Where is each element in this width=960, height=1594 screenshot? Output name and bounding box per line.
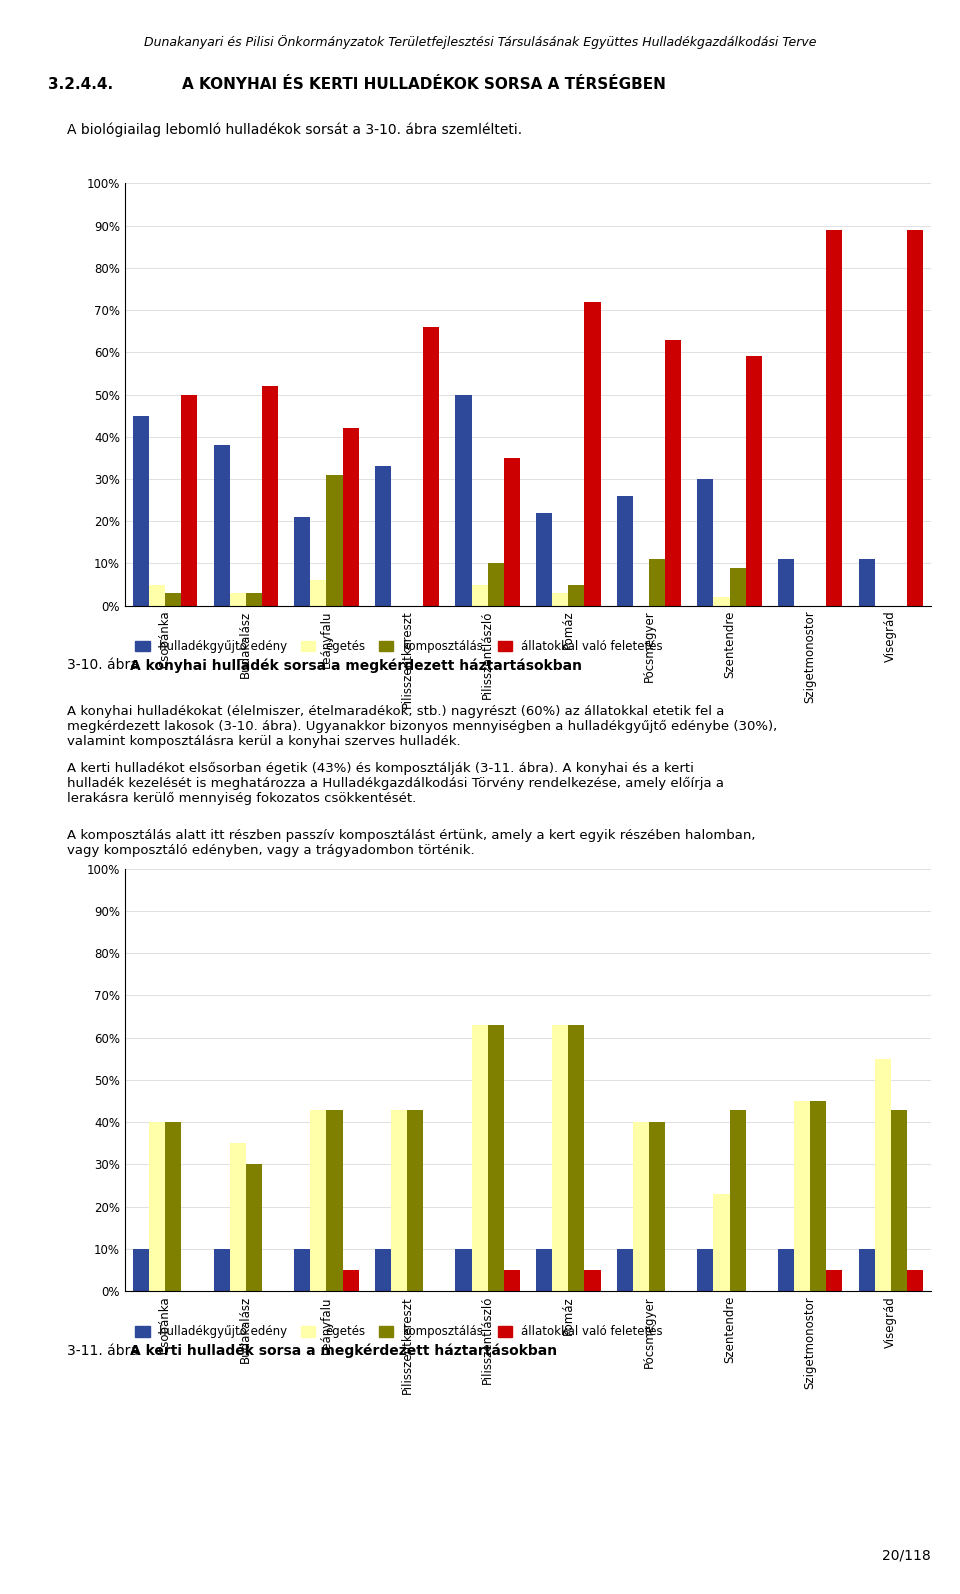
Legend: hulladékgyűjtő edény, égetés, komposztálás, állatokkal való feletetés: hulladékgyűjtő edény, égetés, komposztál… bbox=[131, 1320, 668, 1344]
Bar bbox=[536, 513, 552, 606]
Bar bbox=[181, 394, 198, 606]
Bar bbox=[730, 1109, 746, 1291]
Bar bbox=[891, 1109, 907, 1291]
Bar bbox=[213, 1250, 229, 1291]
Bar bbox=[713, 598, 730, 606]
Text: A kerti hulladék sorsa a megkérdezett háztartásokban: A kerti hulladék sorsa a megkérdezett há… bbox=[130, 1344, 557, 1358]
Bar bbox=[229, 1143, 246, 1291]
Bar bbox=[697, 480, 713, 606]
Text: A konyhai hulladék sorsa a megkérdezett háztartásokban: A konyhai hulladék sorsa a megkérdezett … bbox=[130, 658, 582, 673]
Bar bbox=[552, 1025, 568, 1291]
Bar bbox=[616, 496, 633, 606]
Bar bbox=[585, 1270, 601, 1291]
Bar bbox=[858, 1250, 875, 1291]
Bar bbox=[536, 1250, 552, 1291]
Bar bbox=[310, 580, 326, 606]
Bar bbox=[907, 230, 924, 606]
Bar bbox=[504, 457, 520, 606]
Bar bbox=[713, 1194, 730, 1291]
Bar bbox=[165, 593, 181, 606]
Bar bbox=[294, 516, 310, 606]
Text: 20/118: 20/118 bbox=[882, 1548, 931, 1562]
Bar bbox=[149, 585, 165, 606]
Text: A kerti hulladékot elsősorban égetik (43%) és komposztálják (3-11. ábra). A kony: A kerti hulladékot elsősorban égetik (43… bbox=[67, 762, 724, 805]
Bar bbox=[504, 1270, 520, 1291]
Bar bbox=[165, 1122, 181, 1291]
Text: 3.2.4.4.: 3.2.4.4. bbox=[48, 77, 113, 91]
Text: A komposztálás alatt itt részben passzív komposztálást értünk, amely a kert egyi: A komposztálás alatt itt részben passzív… bbox=[67, 829, 756, 858]
Bar bbox=[149, 1122, 165, 1291]
Bar bbox=[827, 230, 843, 606]
Bar bbox=[778, 559, 794, 606]
Bar bbox=[649, 1122, 665, 1291]
Bar bbox=[132, 416, 149, 606]
Bar bbox=[827, 1270, 843, 1291]
Bar bbox=[326, 1109, 343, 1291]
Bar bbox=[343, 429, 359, 606]
Bar bbox=[907, 1270, 924, 1291]
Bar bbox=[471, 585, 488, 606]
Bar bbox=[374, 1250, 391, 1291]
Bar bbox=[343, 1270, 359, 1291]
Bar bbox=[633, 1122, 649, 1291]
Text: Dunakanyari és Pilisi Önkormányzatok Területfejlesztési Társulásának Együttes Hu: Dunakanyari és Pilisi Önkormányzatok Ter… bbox=[144, 35, 816, 49]
Bar bbox=[294, 1250, 310, 1291]
Bar bbox=[616, 1250, 633, 1291]
Bar bbox=[875, 1058, 891, 1291]
Bar bbox=[794, 1101, 810, 1291]
Text: A biológiailag lebomló hulladékok sorsát a 3-10. ábra szemlélteti.: A biológiailag lebomló hulladékok sorsát… bbox=[67, 123, 522, 137]
Bar bbox=[407, 1109, 423, 1291]
Bar bbox=[229, 593, 246, 606]
Bar bbox=[730, 567, 746, 606]
Bar bbox=[246, 593, 262, 606]
Bar bbox=[310, 1109, 326, 1291]
Bar bbox=[649, 559, 665, 606]
Bar bbox=[746, 357, 762, 606]
Text: A konyhai hulladékokat (élelmiszer, ételmaradékok, stb.) nagyrészt (60%) az álla: A konyhai hulladékokat (élelmiszer, étel… bbox=[67, 705, 778, 748]
Bar bbox=[374, 467, 391, 606]
Bar bbox=[585, 301, 601, 606]
Bar bbox=[132, 1250, 149, 1291]
Bar bbox=[246, 1164, 262, 1291]
Text: 3-10. ábra: 3-10. ábra bbox=[67, 658, 143, 673]
Bar bbox=[455, 1250, 471, 1291]
Bar bbox=[568, 1025, 585, 1291]
Bar bbox=[488, 1025, 504, 1291]
Bar bbox=[455, 394, 471, 606]
Bar bbox=[697, 1250, 713, 1291]
Bar bbox=[665, 340, 682, 606]
Legend: hulladékgyűjtő edény, égetés, komposztálás, állatokkal való feletetés: hulladékgyűjtő edény, égetés, komposztál… bbox=[131, 634, 668, 658]
Bar bbox=[858, 559, 875, 606]
Bar bbox=[778, 1250, 794, 1291]
Bar bbox=[552, 593, 568, 606]
Bar bbox=[568, 585, 585, 606]
Bar bbox=[810, 1101, 827, 1291]
Bar bbox=[213, 445, 229, 606]
Text: A KONYHAI ÉS KERTI HULLADÉKOK SORSA A TÉRSÉGBEN: A KONYHAI ÉS KERTI HULLADÉKOK SORSA A TÉ… bbox=[182, 77, 666, 91]
Text: 3-11. ábra: 3-11. ábra bbox=[67, 1344, 144, 1358]
Bar bbox=[326, 475, 343, 606]
Bar bbox=[423, 327, 440, 606]
Bar bbox=[488, 564, 504, 606]
Bar bbox=[262, 386, 278, 606]
Bar bbox=[471, 1025, 488, 1291]
Bar bbox=[391, 1109, 407, 1291]
